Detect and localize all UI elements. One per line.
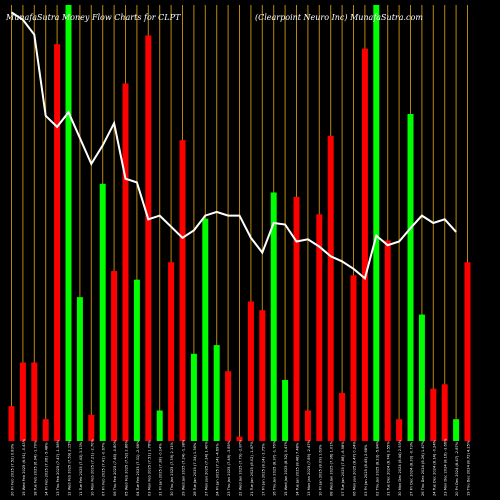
inflow-bar	[270, 192, 277, 441]
x-tick-label: 04 Tue Feb 2025 (7.31) -2.66%	[136, 440, 140, 496]
x-tick-label: 23 Mon Dec 2024 (8.16) -3.66%	[444, 438, 448, 496]
x-tick-label: 14 Fri Feb 2025 (7.06) -5.48%	[45, 442, 49, 496]
outflow-bar	[122, 83, 129, 441]
outflow-bar	[42, 419, 49, 441]
outflow-bar	[54, 44, 61, 442]
price-line-group	[10, 11, 457, 281]
outflow-bar	[8, 406, 15, 441]
x-tick-label: 10 Fri Jan 2025 (8.09) 1.63%	[318, 444, 322, 496]
outflow-bar	[88, 414, 95, 441]
x-tick-label: 02 Thu Jan 2025 (8.23) -5.84%	[375, 440, 379, 496]
outflow-bar	[259, 310, 266, 441]
x-tick-label: 28 Tue Jan 2025 (7.34) 1.36%	[193, 442, 197, 496]
inflow-bar	[99, 183, 106, 441]
x-tick-label: 27 Mon Jan 2025 (7.24) 1.40%	[204, 441, 208, 496]
x-tick-label: 13 Mon Jan 2025 (7.89) -2.47%	[307, 439, 311, 496]
x-tick-label: 16 Thu Jan 2025 (8.37) -1.76%	[273, 440, 277, 496]
outflow-bar	[327, 135, 334, 442]
x-tick-label: 27 Fri Dec 2024 (8.20) -0.73%	[410, 441, 414, 496]
x-tick-label: 29 Wed Jan 2025 (7.24) -1.38%	[182, 439, 186, 496]
inflow-bar	[190, 353, 197, 441]
outflow-bar	[430, 388, 437, 441]
x-tick-label: 05 Wed Feb 2025 (7.52) 2.86%	[125, 440, 129, 496]
x-tick-label: 31 Fri Jan 2025 (7.38) -0.14%	[159, 443, 163, 496]
x-tick-label: 07 Tue Jan 2025 (7.88) -6.98%	[341, 441, 345, 496]
x-tick-label: 20 Fri Feb 2025 (7.52) 0.83%	[11, 443, 15, 496]
x-tick-label: 21 Tue Jan 2025 (8.02) -1.47%	[250, 441, 254, 496]
inflow-bar	[418, 314, 425, 441]
x-tick-label: 24 Tue Dec 2024 (8.14) -0.24%	[432, 439, 436, 496]
inflow-bar	[453, 419, 460, 441]
x-tick-label: 06 Mon Jan 2025 (8.47) 0.24%	[353, 441, 357, 496]
x-tick-label: 12 Wed Feb 2025 (7.59) 2.15%	[68, 440, 72, 496]
outflow-bar	[293, 196, 300, 441]
inflow-bar	[156, 410, 163, 441]
inflow-bar	[282, 379, 289, 441]
x-tick-label: 19 Wed Feb 2025 (6.91) -0.43%	[22, 438, 26, 496]
outflow-bar	[19, 362, 26, 441]
price-line	[10, 11, 457, 281]
inflow-bar	[213, 345, 220, 441]
x-tick-label: 30 Thu Jan 2025 (7.39) 2.11%	[170, 441, 174, 496]
chart-title-left: MunafaSutra Money Flow Charts for CLPT	[6, 13, 181, 22]
inflow-bar	[76, 297, 83, 441]
outflow-bar	[464, 262, 471, 441]
outflow-bar	[339, 393, 346, 441]
outflow-bar	[304, 410, 311, 441]
inflow-bar	[65, 5, 72, 441]
outflow-bar	[179, 140, 186, 441]
x-axis-labels: 20 Fri Feb 2025 (7.52) 0.83% 19 Wed Feb 2…	[11, 438, 471, 496]
x-tick-label: 20 Fri Dec 2024 (8.47) -2.87%	[455, 441, 459, 496]
inflow-bar	[133, 279, 140, 441]
x-tick-label: 08 Wed Jan 2025 (7.96) 1.01%	[330, 440, 334, 496]
x-tick-label: 03 Mon Feb 2025 (7.51) 1.76%	[147, 440, 151, 496]
x-tick-label: 13 Thu Feb 2025 (7.47) -1.58%	[56, 439, 60, 496]
inflow-bar	[202, 218, 209, 441]
outflow-bar	[247, 301, 254, 441]
x-tick-label: 22 Wed Jan 2025 (7.79) -2.87%	[239, 439, 243, 496]
money-flow-bars	[8, 5, 471, 442]
x-tick-label: 30 Mon Dec 2024 (8.44) 2.93%	[398, 439, 402, 496]
chart-title-right: (Clearpoint Neuro Inc) MunafaSutra.com	[255, 13, 423, 22]
x-tick-label: 07 Fri Feb 2025 (7.41) -0.67%	[102, 442, 106, 496]
x-tick-label: 31 Tue Dec 2024 (8.74) 3.55%	[387, 441, 391, 496]
x-tick-label: 17 Fri Jan 2025 (8.14) -2.75%	[261, 443, 265, 496]
outflow-bar	[441, 384, 448, 441]
outflow-bar	[384, 240, 391, 441]
outflow-bar	[396, 419, 403, 441]
x-tick-label: 14 Tue Jan 2025 (8.48) 7.48%	[296, 442, 300, 496]
x-tick-label: 23 Thu Jan 2025 (7.49) -3.85%	[227, 440, 231, 496]
x-tick-label: 15 Wed Jan 2025 (8.52) 0.47%	[284, 440, 288, 496]
outflow-bar	[225, 371, 232, 441]
x-tick-label: 06 Thu Feb 2025 (7.46) -0.80%	[113, 439, 117, 496]
x-tick-label: 26 Thu Dec 2024 (8.26) 1.47%	[421, 440, 425, 496]
x-tick-label: 03 Fri Jan 2025 (8.45) 2.68%	[364, 444, 368, 496]
outflow-bar	[236, 436, 243, 441]
outflow-bar	[111, 270, 118, 441]
x-tick-label: 11 Tue Feb 2025 (7.43) 3.13%	[79, 441, 83, 496]
outflow-bar	[361, 48, 368, 441]
outflow-bar	[168, 262, 175, 441]
x-tick-label: 24 Fri Jan 2025 (7.14) -4.69%	[216, 443, 220, 496]
inflow-bar	[373, 5, 380, 441]
x-tick-label: 10 Mon Feb 2025 (7.21) -2.70%	[90, 439, 94, 496]
outflow-bar	[316, 214, 323, 441]
outflow-bar	[31, 362, 38, 441]
x-tick-label: 19 Thu Dec 2024 (8.72) 4.25%	[467, 440, 471, 496]
outflow-bar	[350, 275, 357, 441]
inflow-bar	[407, 114, 414, 441]
x-tick-label: 18 Tue Feb 2025 (6.94) -1.70%	[33, 440, 37, 496]
outflow-bar	[145, 35, 152, 442]
